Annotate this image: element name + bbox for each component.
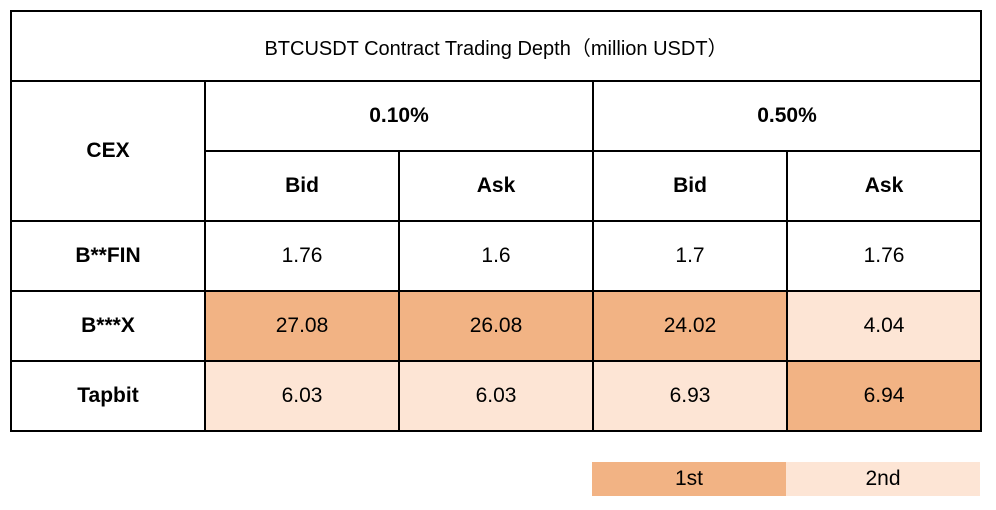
depth-cell: 1.7 bbox=[592, 220, 788, 292]
depth-cell: 26.08 bbox=[398, 290, 594, 362]
depth-cell: 6.94 bbox=[786, 360, 982, 432]
bid-header: Bid bbox=[592, 150, 788, 222]
exchange-name: Tapbit bbox=[10, 360, 206, 432]
depth-cell: 24.02 bbox=[592, 290, 788, 362]
ask-header: Ask bbox=[398, 150, 594, 222]
table-title: BTCUSDT Contract Trading Depth（million U… bbox=[10, 10, 982, 82]
depth-cell: 1.76 bbox=[786, 220, 982, 292]
table-row: Tapbit 6.03 6.03 6.93 6.94 bbox=[10, 360, 982, 432]
depth-cell: 4.04 bbox=[786, 290, 982, 362]
depth-header-0-50: 0.50% bbox=[592, 80, 982, 152]
table-row: B**FIN 1.76 1.6 1.7 1.76 bbox=[10, 220, 982, 292]
depth-cell: 6.03 bbox=[398, 360, 594, 432]
table-row: B***X 27.08 26.08 24.02 4.04 bbox=[10, 290, 982, 362]
depth-cell: 6.03 bbox=[204, 360, 400, 432]
depth-table: BTCUSDT Contract Trading Depth（million U… bbox=[10, 10, 982, 432]
depth-cell: 1.6 bbox=[398, 220, 594, 292]
ask-header: Ask bbox=[786, 150, 982, 222]
exchange-name: B**FIN bbox=[10, 220, 206, 292]
depth-cell: 6.93 bbox=[592, 360, 788, 432]
exchange-name: B***X bbox=[10, 290, 206, 362]
cex-header: CEX bbox=[10, 80, 206, 222]
depth-cell: 1.76 bbox=[204, 220, 400, 292]
depth-cell: 27.08 bbox=[204, 290, 400, 362]
bid-header: Bid bbox=[204, 150, 400, 222]
depth-header-0-10: 0.10% bbox=[204, 80, 594, 152]
legend-first: 1st bbox=[592, 462, 786, 496]
legend-second: 2nd bbox=[786, 462, 980, 496]
